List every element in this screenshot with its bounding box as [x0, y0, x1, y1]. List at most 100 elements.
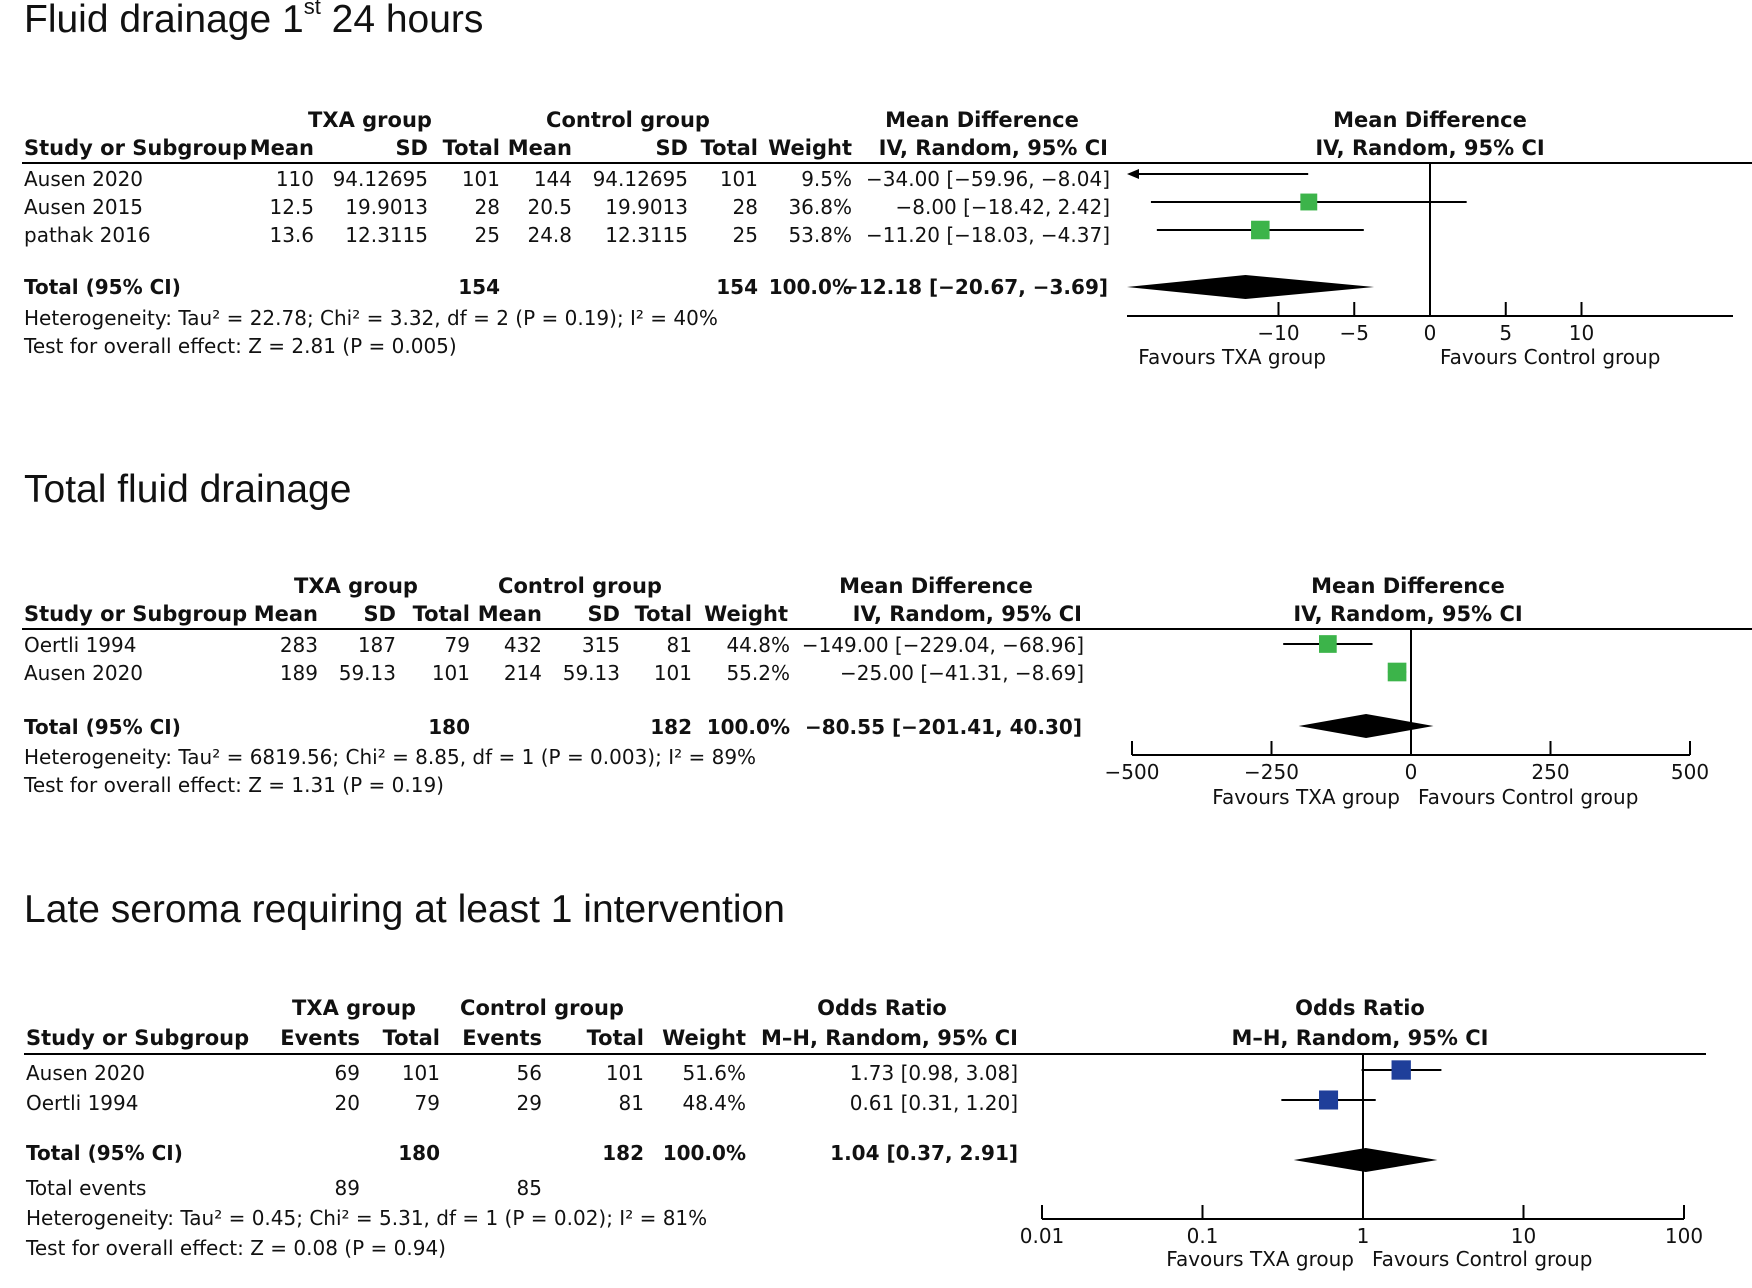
plot-effect-method: M–H, Random, 95% CI: [1232, 1026, 1489, 1050]
study-name: Ausen 2020: [26, 1061, 145, 1085]
g2-col-total: Total: [701, 136, 758, 160]
group1-header: TXA group: [294, 574, 418, 598]
study-square: [1319, 1090, 1339, 1110]
plot-effect-header: Mean Difference: [1311, 574, 1505, 598]
g1-mean: 110: [276, 167, 314, 191]
study-name: Oertli 1994: [24, 633, 136, 657]
x-tick-label: 0.01: [1020, 1224, 1065, 1248]
overall-effect-text: Test for overall effect: Z = 2.81 (P = 0…: [23, 334, 457, 358]
ci-text: −25.00 [−41.31, −8.69]: [840, 661, 1084, 685]
g1-events: 69: [335, 1061, 360, 1085]
weight: 48.4%: [682, 1091, 746, 1115]
g2-total: 182: [602, 1141, 644, 1165]
effect-method: IV, Random, 95% CI: [879, 136, 1108, 160]
g2-col-total: Total: [635, 602, 692, 626]
plot-effect-header: Mean Difference: [1333, 108, 1527, 132]
g2-total: 101: [606, 1061, 644, 1085]
study-square: [1319, 635, 1337, 653]
total-ci-text: −12.18 [−20.67, −3.69]: [842, 275, 1108, 299]
weight-col: Weight: [704, 602, 788, 626]
g1-total-events: 89: [335, 1176, 360, 1200]
g2-sd: 19.9013: [605, 195, 688, 219]
g1-col-total: Total: [443, 136, 500, 160]
effect-method: M–H, Random, 95% CI: [761, 1026, 1018, 1050]
total-events-row: Total events 89 85: [25, 1176, 542, 1200]
x-tick-label: 250: [1531, 760, 1569, 784]
table-row: pathak 2016 13.6 12.3115 25 24.8 12.3115…: [24, 223, 1110, 247]
favours-left: Favours TXA group: [1166, 1247, 1354, 1271]
heterogeneity-text: Heterogeneity: Tau² = 0.45; Chi² = 5.31,…: [26, 1206, 707, 1230]
g1-total: 79: [415, 1091, 440, 1115]
g1-total: 101: [432, 661, 470, 685]
total-row: Total (95% CI) 180 182 100.0% −80.55 [−2…: [24, 715, 1082, 739]
study-name: Ausen 2015: [24, 195, 143, 219]
total-events-label: Total events: [25, 1176, 146, 1200]
group2-header: Control group: [498, 574, 662, 598]
weight: 51.6%: [682, 1061, 746, 1085]
g1-sd: 94.12695: [333, 167, 428, 191]
g2-sd: 12.3115: [605, 223, 688, 247]
pooled-diamond: [1293, 1148, 1438, 1172]
study-name: Oertli 1994: [26, 1091, 138, 1115]
ci-arrow: [1127, 169, 1139, 179]
x-tick-label: 0: [1424, 321, 1437, 345]
total-row: Total (95% CI) 180 182 100.0% 1.04 [0.37…: [26, 1141, 1018, 1165]
weight: 44.8%: [726, 633, 790, 657]
panel2-title: Total fluid drainage: [24, 468, 352, 511]
g2-total: 81: [619, 1091, 644, 1115]
study-square: [1387, 662, 1407, 682]
g1-events: 20: [335, 1091, 360, 1115]
g1-sd: 59.13: [339, 661, 396, 685]
plot-effect-header: Odds Ratio: [1295, 996, 1425, 1020]
group2-header: Control group: [460, 996, 624, 1020]
study-col-header: Study or Subgroup: [24, 602, 247, 626]
g2-mean: 432: [504, 633, 542, 657]
g1-mean: 12.5: [269, 195, 314, 219]
weight-col: Weight: [768, 136, 852, 160]
x-tick-label: 5: [1499, 321, 1512, 345]
weight-col: Weight: [662, 1026, 746, 1050]
g1-col-mean: Mean: [250, 136, 314, 160]
g1-col-sd: SD: [395, 136, 428, 160]
g1-total: 154: [458, 275, 500, 299]
study-square: [1251, 220, 1270, 240]
study-name: Ausen 2020: [24, 167, 143, 191]
study-square: [1391, 1060, 1411, 1080]
ci-text: −34.00 [−59.96, −8.04]: [866, 167, 1110, 191]
x-tick-label: 500: [1671, 760, 1709, 784]
study-name: Ausen 2020: [24, 661, 143, 685]
x-tick-label: −10: [1257, 321, 1299, 345]
panel3-title: Late seroma requiring at least 1 interve…: [24, 888, 785, 931]
total-label: Total (95% CI): [24, 275, 181, 299]
g2-col-sd: SD: [587, 602, 620, 626]
favours-right: Favours Control group: [1418, 785, 1638, 809]
forest-plot-total-drainage: TXA group Control group Mean Difference …: [22, 574, 1752, 809]
plot-effect-method: IV, Random, 95% CI: [1293, 602, 1522, 626]
pooled-diamond: [1127, 275, 1375, 299]
table-row: Ausen 2020 69 101 56 101 51.6% 1.73 [0.9…: [26, 1061, 1018, 1085]
g2-mean: 214: [504, 661, 542, 685]
g1-total: 28: [475, 195, 500, 219]
group1-header: TXA group: [292, 996, 416, 1020]
g2-mean: 24.8: [527, 223, 572, 247]
g2-total: 101: [654, 661, 692, 685]
forest-plot-area: −500 −250 0 250 500: [1105, 629, 1709, 784]
g2-col-sd: SD: [655, 136, 688, 160]
overall-effect-text: Test for overall effect: Z = 1.31 (P = 0…: [23, 773, 444, 797]
g2-events: 56: [517, 1061, 542, 1085]
total-weight: 100.0%: [769, 275, 852, 299]
g2-sd: 315: [582, 633, 620, 657]
g1-mean: 283: [280, 633, 318, 657]
forest-plot-fluid-24h: TXA group Control group Mean Difference …: [22, 108, 1752, 369]
g1-sd: 12.3115: [345, 223, 428, 247]
g1-total: 25: [475, 223, 500, 247]
g2-sd: 94.12695: [593, 167, 688, 191]
g1-total: 101: [402, 1061, 440, 1085]
table-row: Oertli 1994 283 187 79 432 315 81 44.8% …: [24, 633, 1084, 657]
ci-text: −11.20 [−18.03, −4.37]: [866, 223, 1110, 247]
g1-col-total: Total: [413, 602, 470, 626]
pooled-diamond: [1298, 714, 1434, 738]
g2-col-mean: Mean: [508, 136, 572, 160]
effect-header: Mean Difference: [885, 108, 1079, 132]
favours-right: Favours Control group: [1440, 345, 1660, 369]
